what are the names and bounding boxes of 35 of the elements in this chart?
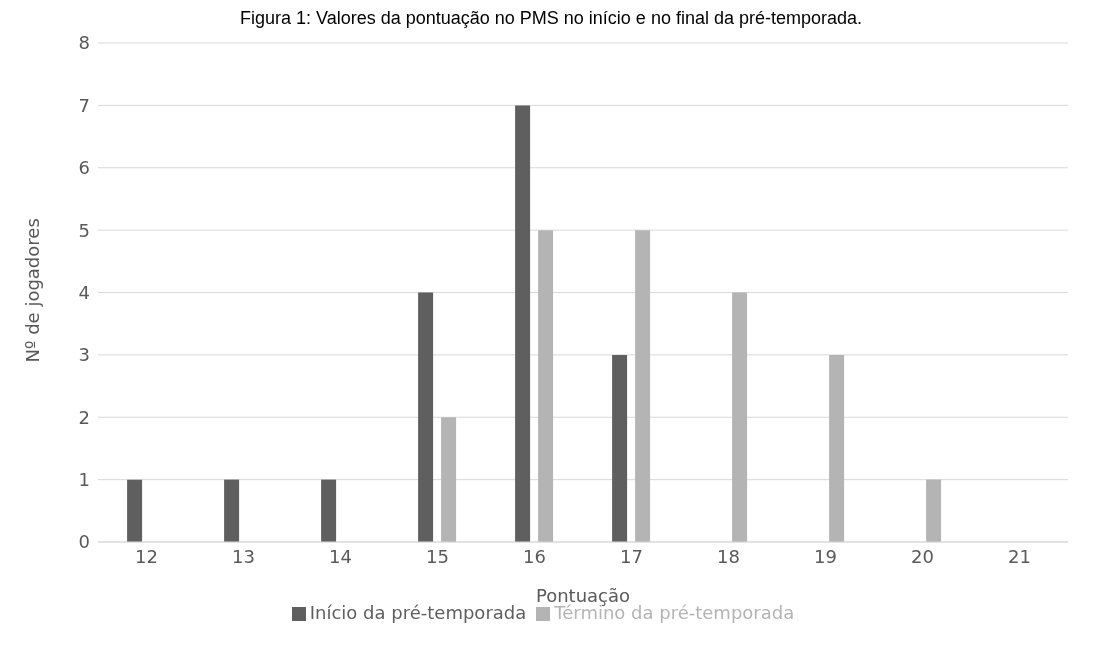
- x-tick-label: 19: [814, 545, 837, 567]
- x-tick-label: 20: [911, 545, 934, 567]
- y-tick-label: 1: [78, 469, 90, 491]
- y-tick-label: 4: [78, 281, 90, 303]
- legend-label: Início da pré-temporada: [309, 602, 527, 623]
- bar: [441, 417, 457, 542]
- y-tick-label: 3: [78, 344, 90, 366]
- y-tick-label: 7: [78, 94, 90, 116]
- y-tick-label: 2: [78, 406, 90, 428]
- bar: [732, 292, 748, 542]
- bar: [127, 479, 143, 542]
- bar: [538, 230, 554, 542]
- x-tick-label: 15: [426, 545, 449, 567]
- x-tick-label: 13: [232, 545, 255, 567]
- bar: [829, 354, 845, 542]
- bar: [926, 479, 942, 542]
- x-tick-label: 12: [135, 545, 158, 567]
- y-tick-label: 8: [78, 32, 90, 54]
- bar: [321, 479, 337, 542]
- y-tick-label: 5: [78, 219, 90, 241]
- y-tick-label: 0: [78, 531, 90, 553]
- bar: [635, 230, 651, 542]
- x-tick-label: 21: [1008, 545, 1031, 567]
- x-tick-label: 17: [620, 545, 643, 567]
- bar: [224, 479, 240, 542]
- x-tick-label: 14: [329, 545, 352, 567]
- bar: [515, 105, 531, 542]
- x-axis-title: Pontuação: [535, 585, 631, 606]
- x-tick-label: 18: [717, 545, 740, 567]
- bar: [418, 292, 434, 542]
- bar: [612, 354, 628, 542]
- y-axis-title: Nº de jogadores: [22, 218, 44, 363]
- x-tick-label: 16: [523, 545, 546, 567]
- y-tick-label: 6: [78, 157, 90, 179]
- chart-title: Figura 1: Valores da pontuação no PMS no início e no final da pré-temporada.: [238, 8, 863, 29]
